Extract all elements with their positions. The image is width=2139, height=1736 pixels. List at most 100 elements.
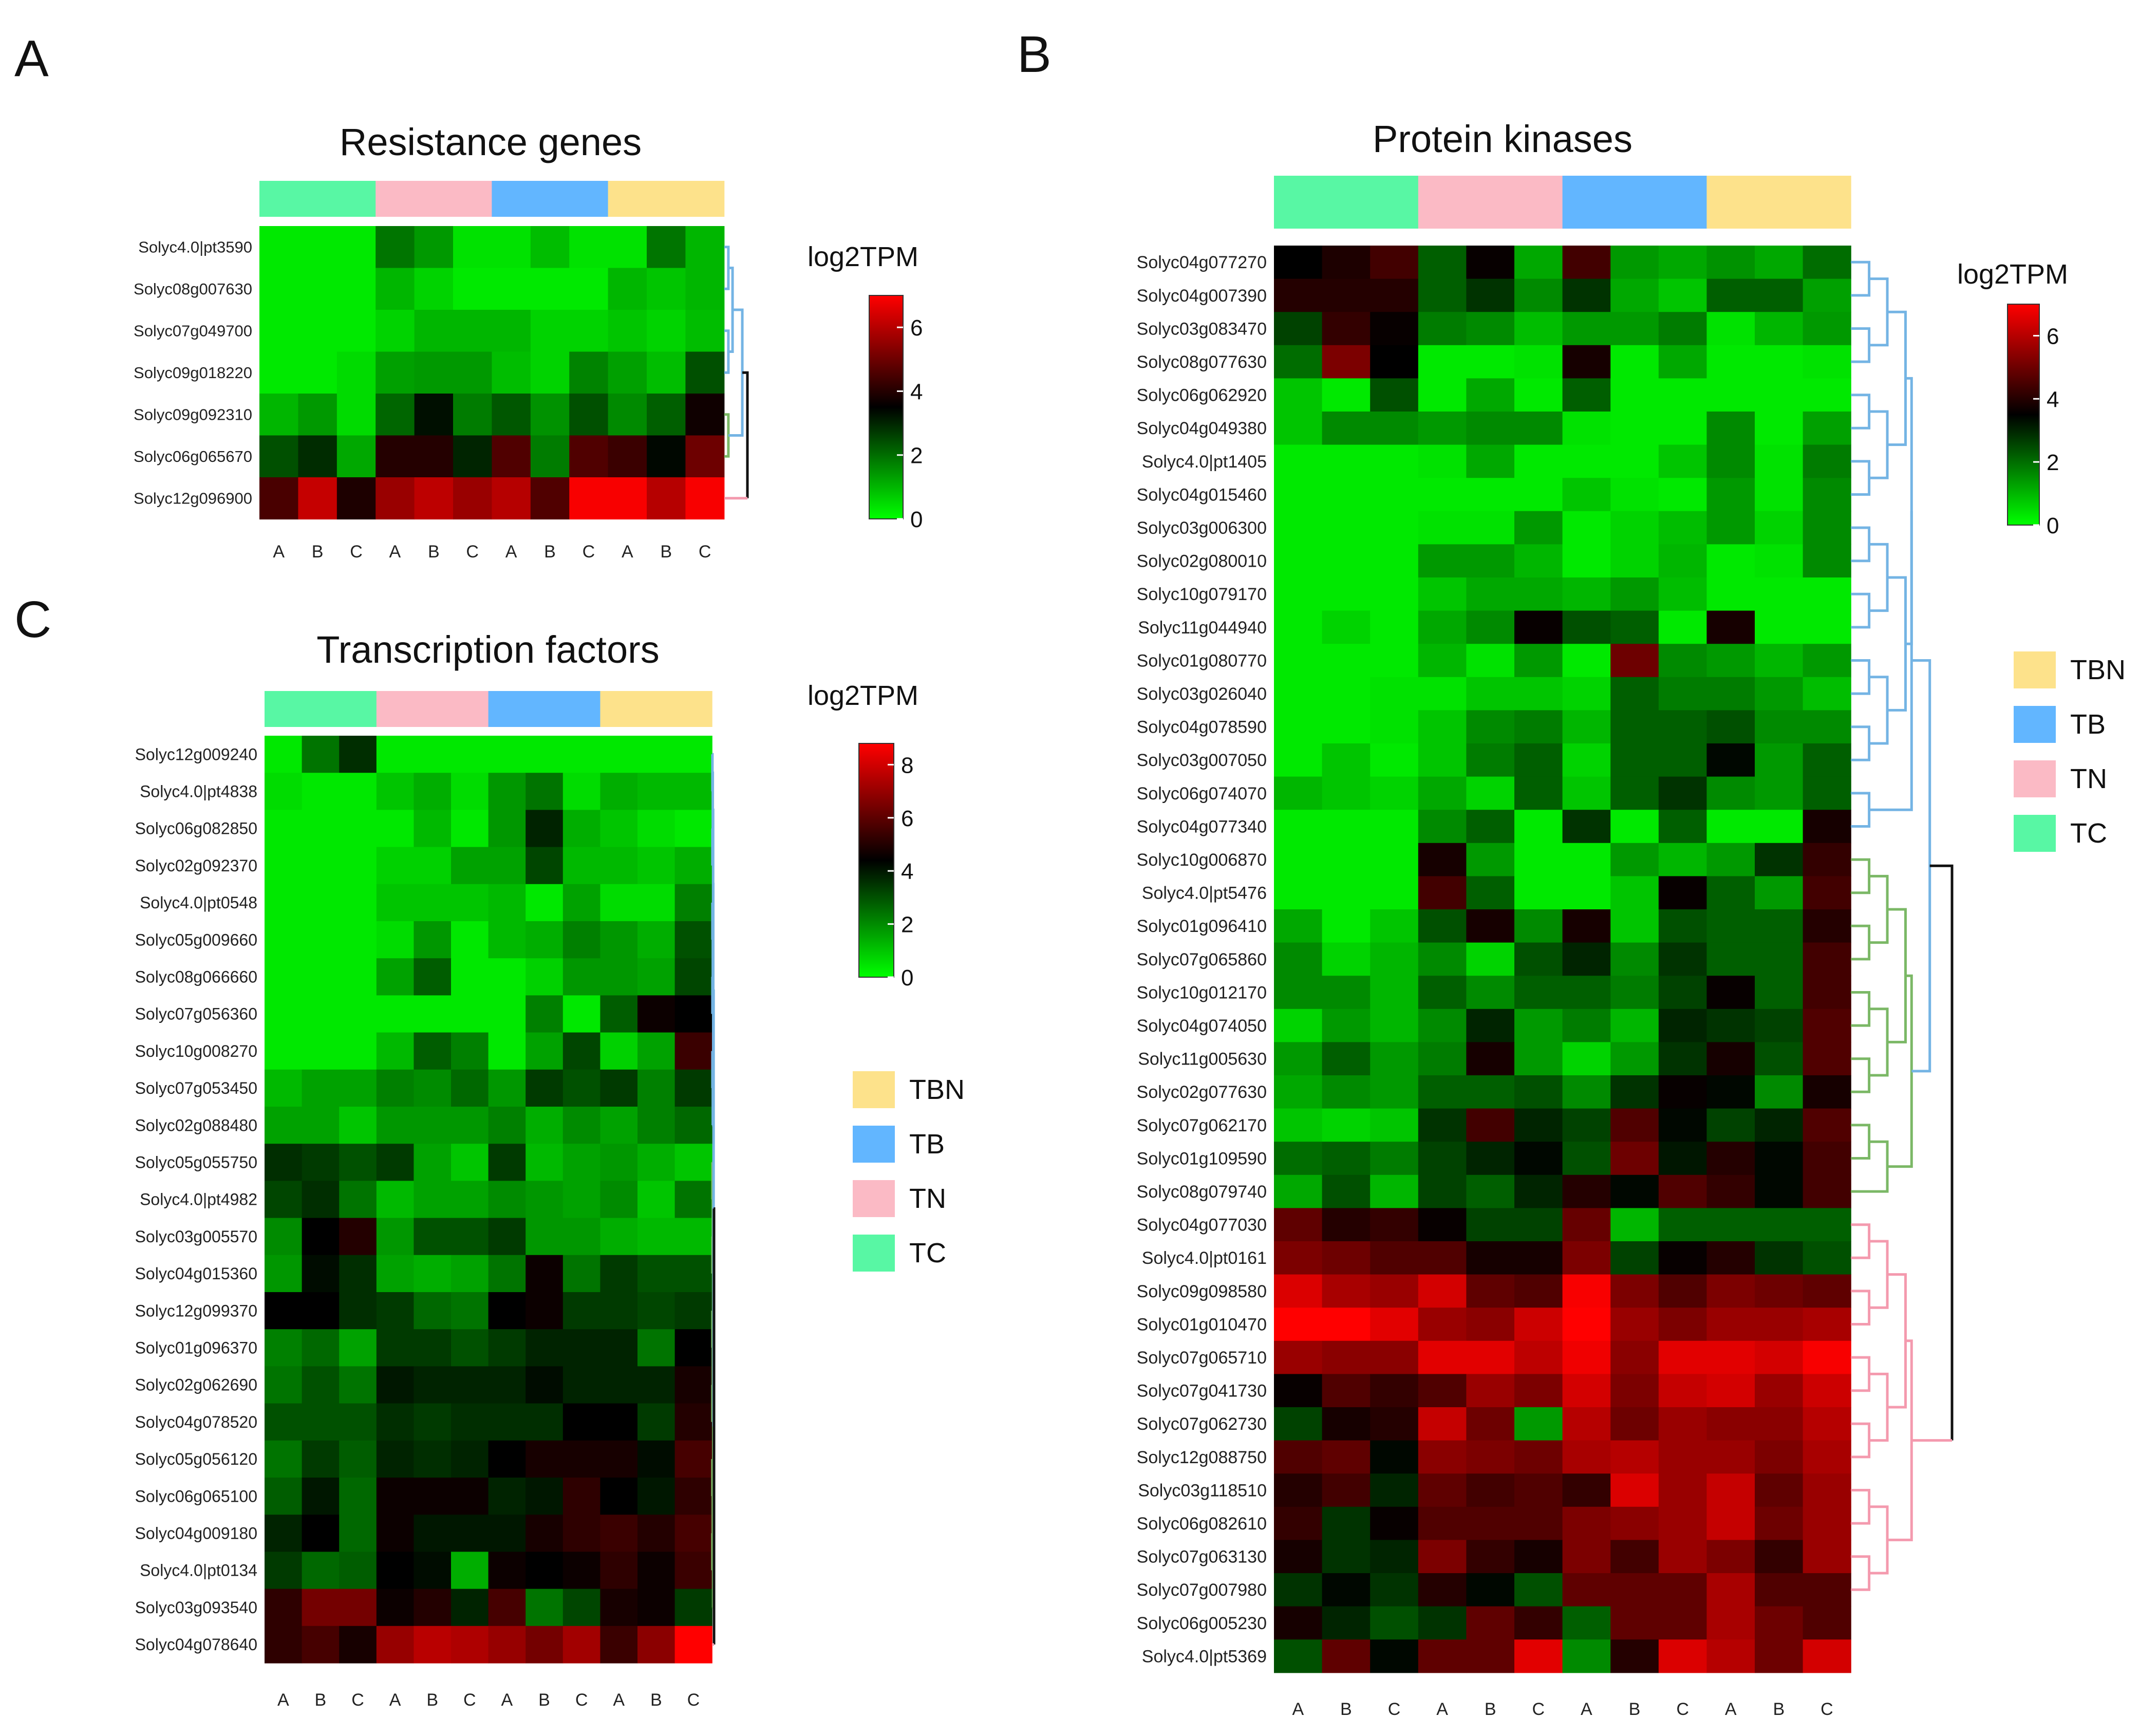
heatmap-cell [1610,677,1659,711]
heatmap-cell [1658,378,1707,412]
row-label: Solyc01g010470 [1137,1315,1267,1334]
row-label: Solyc04g078640 [135,1635,257,1654]
heatmap-cell [1514,345,1563,379]
heatmap-cell [1274,1274,1323,1308]
heatmap-cell [1706,942,1755,976]
column-label: B [1340,1700,1352,1719]
heatmap-cell [1466,976,1515,1010]
heatmap-cell [451,1144,489,1181]
row-label: Solyc03g007050 [1137,751,1267,770]
heatmap-cell [637,995,676,1033]
heatmap-cell [1706,976,1755,1010]
heatmap-cell [1322,776,1371,810]
heatmap-cell [1322,843,1371,876]
heatmap-cell [488,921,526,959]
heatmap-cell [339,921,377,959]
row-label: Solyc12g099370 [135,1301,257,1320]
row-label: Solyc04g015360 [135,1264,257,1283]
heatmap-cell [1706,644,1755,678]
heatmap-cell [302,1440,340,1478]
heatmap-cell [1466,1606,1515,1640]
heatmap-cell [1514,1506,1563,1540]
row-label: Solyc03g118510 [1138,1481,1267,1500]
heatmap-cell [530,310,570,352]
heatmap-cell [608,310,647,352]
heatmap-cell [414,810,452,848]
heatmap-cell [1706,610,1755,644]
heatmap-cell [1755,1440,1804,1474]
row-label: Solyc06g065670 [134,447,252,465]
heatmap-cell [1322,1606,1371,1640]
heatmap-cell [1658,1208,1707,1242]
heatmap-cell [569,268,609,310]
heatmap-cell [1658,1241,1707,1275]
heatmap-cell [1755,478,1804,512]
heatmap-cell [1514,1174,1563,1208]
heatmap-cell [1466,1573,1515,1607]
heatmap-cell [1803,1573,1851,1607]
heatmap-cell [526,1107,564,1144]
heatmap-cell [1466,610,1515,644]
heatmap-cell [1610,1407,1659,1441]
heatmap-cell [1658,810,1707,844]
heatmap-cell [1755,1075,1804,1109]
heatmap-cell [526,1329,564,1367]
heatmap-cell [414,773,452,810]
heatmap-cell [1755,710,1804,744]
heatmap-cell [1658,942,1707,976]
heatmap-cell [1418,1540,1467,1574]
heatmap-cell [562,921,601,959]
heatmap-cell [600,1552,638,1590]
heatmap-cell [339,1107,377,1144]
row-label: Solyc10g008270 [135,1042,257,1060]
heatmap-cell [1466,810,1515,844]
heatmap-cell [1562,444,1611,478]
heatmap-cell [1803,1506,1851,1540]
heatmap-cell [414,351,454,394]
heatmap-cell [647,351,686,394]
heatmap-cell [1322,677,1371,711]
heatmap-cell [1562,1540,1611,1574]
heatmap-cell [1370,1108,1419,1142]
heatmap-cell [637,847,676,885]
heatmap-cell [1322,1142,1371,1175]
heatmap-cell [530,394,570,436]
heatmap-cell [1706,544,1755,578]
heatmap-cell [685,477,725,520]
row-label: Solyc06g082610 [1137,1514,1267,1534]
heatmap-cell [526,958,564,996]
heatmap-cell [1418,942,1467,976]
heatmap-cell [1274,710,1323,744]
heatmap-cell [265,958,303,996]
heatmap-cell [1610,1241,1659,1275]
heatmap-cell [530,268,570,310]
colorbar [869,295,904,519]
heatmap-cell [451,1440,489,1478]
heatmap-cell [526,1626,564,1664]
group-band-tbn [1706,176,1851,229]
heatmap-cell [376,1329,414,1367]
heatmap-cell [562,1255,601,1293]
column-label: B [312,542,324,562]
row-label: Solyc03g026040 [1137,684,1267,704]
heatmap-cell [1466,511,1515,545]
heatmap-cell [488,1478,526,1515]
heatmap-cell [1274,278,1323,312]
heatmap-cell [488,1329,526,1367]
heatmap-cell [1514,610,1563,644]
heatmap-cell [1803,1606,1851,1640]
heatmap-cell [1322,1639,1371,1673]
heatmap-cell [265,1478,303,1515]
group-band-tb [492,181,609,217]
heatmap-cell [1610,1009,1659,1042]
heatmap-cell [1370,710,1419,744]
heatmap-cell [1514,1540,1563,1574]
row-label: Solyc4.0|pt0161 [1142,1248,1267,1268]
heatmap-cell [1706,1208,1755,1242]
heatmap-cell [1466,544,1515,578]
heatmap-cell [265,884,303,922]
heatmap-cell [265,1552,303,1590]
row-label: Solyc03g083470 [1137,319,1267,339]
heatmap-cell [1803,976,1851,1010]
heatmap-cell [1370,743,1419,777]
